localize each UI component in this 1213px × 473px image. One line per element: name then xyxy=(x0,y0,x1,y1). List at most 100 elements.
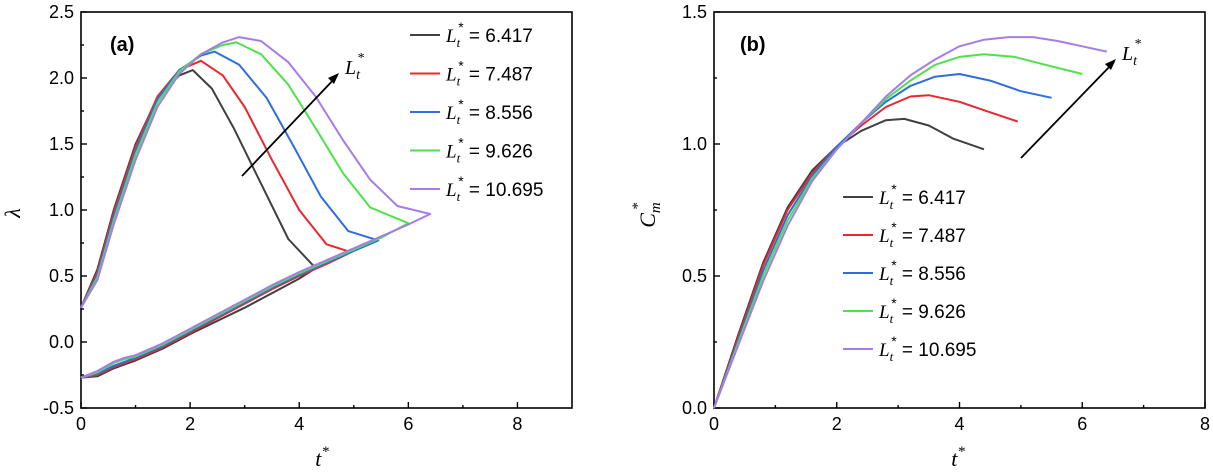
panel-a-legend-symbol: L xyxy=(445,142,457,163)
panel-b-legend-sub: t xyxy=(890,311,894,326)
panel-a-xlabel-main: t xyxy=(315,446,322,471)
panel-a-ticks: 0 2 4 6 8 -0.5 0.0 0.5 1.0 1.5 2.0 2.5 xyxy=(43,2,522,434)
panel-b-xtick-label: 4 xyxy=(954,414,964,434)
panel-a-legend-entry: Lt* = 9.626 xyxy=(445,135,533,166)
panel-b-legend-value: = 6.417 xyxy=(897,188,966,209)
panel-a-legend-symbol: L xyxy=(445,103,457,124)
panel-a-xtick-label: 6 xyxy=(403,414,413,434)
panel-a-ytick-label: 0.5 xyxy=(49,266,74,286)
panel-a-legend-sub: t xyxy=(457,151,461,166)
panel-b-trend-arrow xyxy=(1020,61,1115,159)
panel-b-legend-entry: Lt* = 7.487 xyxy=(878,219,966,250)
panel-b-series xyxy=(713,36,1108,409)
panel-b-legend-sup: * xyxy=(891,219,897,235)
panel-b-legend-symbol: L xyxy=(878,226,890,247)
panel-a-legend-sup: * xyxy=(458,19,464,35)
panel-a-xtick-label: 4 xyxy=(294,414,304,434)
panel-b-legend-entry: Lt* = 6.417 xyxy=(878,181,966,212)
panel-b-legend-value: = 9.626 xyxy=(897,302,966,323)
panel-a-series xyxy=(80,36,432,379)
panel-b-legend-value: = 8.556 xyxy=(897,264,966,285)
panel-a-ylabel: λ xyxy=(0,208,25,219)
panel-b-ylabel: Cm* xyxy=(630,202,664,228)
panel-a-legend-sub: t xyxy=(457,35,461,50)
panel-a-xtick-label: 0 xyxy=(76,414,86,434)
panel-b-ytick-label: 0.5 xyxy=(682,266,707,286)
panel-a-series-line xyxy=(80,50,380,379)
panel-a-chart: 0 2 4 6 8-0.50.00.51.01.52.02.5 (a) Lt* λ t*… xyxy=(0,2,573,471)
panel-a-legend-value: = 9.626 xyxy=(464,142,533,163)
panel-b-legend-symbol: L xyxy=(878,264,890,285)
panel-b-ticks: 0 2 4 6 8 0.0 0.5 1.0 1.5 xyxy=(682,2,1210,434)
panel-b-arrow-label-sup: * xyxy=(1134,37,1141,52)
panel-b-legend-sup: * xyxy=(891,257,897,273)
panel-a-label: (a) xyxy=(110,34,134,56)
panel-a-legend-value: = 10.695 xyxy=(464,180,544,201)
panel-a-legend-entry: Lt* = 8.556 xyxy=(445,96,533,127)
panel-a-ytick-label: 0.0 xyxy=(49,332,74,352)
panel-a-ytick-label: 1.0 xyxy=(49,200,74,220)
panel-b-legend-symbol: L xyxy=(878,188,890,209)
panel-b-ytick-label: 1.0 xyxy=(682,134,707,154)
panel-b-xlabel-sup: * xyxy=(957,444,965,460)
panel-a-arrow-head xyxy=(328,73,339,84)
panel-b-arrow-label-main: L xyxy=(1121,43,1133,65)
panel-a-series-line xyxy=(80,36,432,379)
panel-a-legend-sub: t xyxy=(457,189,461,204)
panel-b-ytick-label: 0.0 xyxy=(682,398,707,418)
panel-a-series-line xyxy=(80,59,353,379)
panel-a-arrow-label-sup: * xyxy=(357,51,364,66)
panel-a-xtick-label: 8 xyxy=(512,414,522,434)
panel-a-legend-symbol: L xyxy=(445,65,457,86)
panel-a-legend-sup: * xyxy=(458,96,464,112)
panel-a-legend-entry: Lt* = 10.695 xyxy=(445,173,543,204)
panel-a-legend-symbol: L xyxy=(445,26,457,47)
panel-b-legend-value: = 7.487 xyxy=(897,226,966,247)
panel-a-legend-sub: t xyxy=(457,112,461,127)
panel-b-series-line xyxy=(713,94,1019,409)
panel-b-ytick-label: 1.5 xyxy=(682,2,707,22)
panel-a-legend-value: = 6.417 xyxy=(464,26,533,47)
panel-b-legend-sup: * xyxy=(891,181,897,197)
panel-b-legend-entry: Lt* = 8.556 xyxy=(878,257,966,288)
panel-b-legend-value: = 10.695 xyxy=(897,340,977,361)
panel-b-arrow-label-sub: t xyxy=(1133,54,1138,69)
panel-b-ylabel-sup: * xyxy=(630,202,646,210)
panel-a-series-line xyxy=(80,41,410,379)
panel-b-legend-sub: t xyxy=(890,197,894,212)
panel-b-ylabel-main: C xyxy=(635,213,660,228)
panel-b-legend-entry: Lt* = 10.695 xyxy=(878,333,976,364)
panel-b-xtick-label: 6 xyxy=(1077,414,1087,434)
panel-a-xtick-label: 2 xyxy=(185,414,195,434)
panel-a-legend-sup: * xyxy=(458,173,464,189)
panel-a-xlabel: t* xyxy=(315,444,329,471)
panel-a-legend-entry: Lt* = 7.487 xyxy=(445,58,533,89)
panel-a-arrow-label: Lt * xyxy=(344,51,364,83)
panel-a-series-line xyxy=(80,69,317,379)
panel-b-legend-symbol: L xyxy=(878,340,890,361)
panel-b-ylabel-sub: m xyxy=(648,202,664,213)
panel-a-legend-sub: t xyxy=(457,74,461,89)
panel-b-legend-sup: * xyxy=(891,295,897,311)
panel-b-chart: 0 2 4 6 80.00.51.01.5 (b) Lt* Cm* t* Lt* = 6… xyxy=(630,2,1210,471)
panel-b-legend-entry: Lt* = 9.626 xyxy=(878,295,966,326)
panel-b-xtick-label: 2 xyxy=(832,414,842,434)
panel-b-label: (b) xyxy=(740,34,766,56)
panel-b-arrow-label: Lt * xyxy=(1121,37,1141,69)
panel-b-xlabel-main: t xyxy=(951,446,958,471)
panel-b-series-line xyxy=(713,36,1108,409)
panel-a-legend-symbol: L xyxy=(445,180,457,201)
panel-b-xtick-label: 0 xyxy=(709,414,719,434)
panel-a-arrow-label-sub: t xyxy=(356,68,361,83)
panel-a-legend-sup: * xyxy=(458,58,464,74)
panel-a-xlabel-sup: * xyxy=(321,444,329,460)
panel-a-legend-value: = 7.487 xyxy=(464,65,533,86)
panel-b-series-line xyxy=(713,53,1083,409)
panel-a-ytick-label: 2.0 xyxy=(49,68,74,88)
panel-a-arrow-label-main: L xyxy=(344,57,356,79)
panel-a-legend-value: = 8.556 xyxy=(464,103,533,124)
panel-a-legend-entry: Lt* = 6.417 xyxy=(445,19,533,50)
